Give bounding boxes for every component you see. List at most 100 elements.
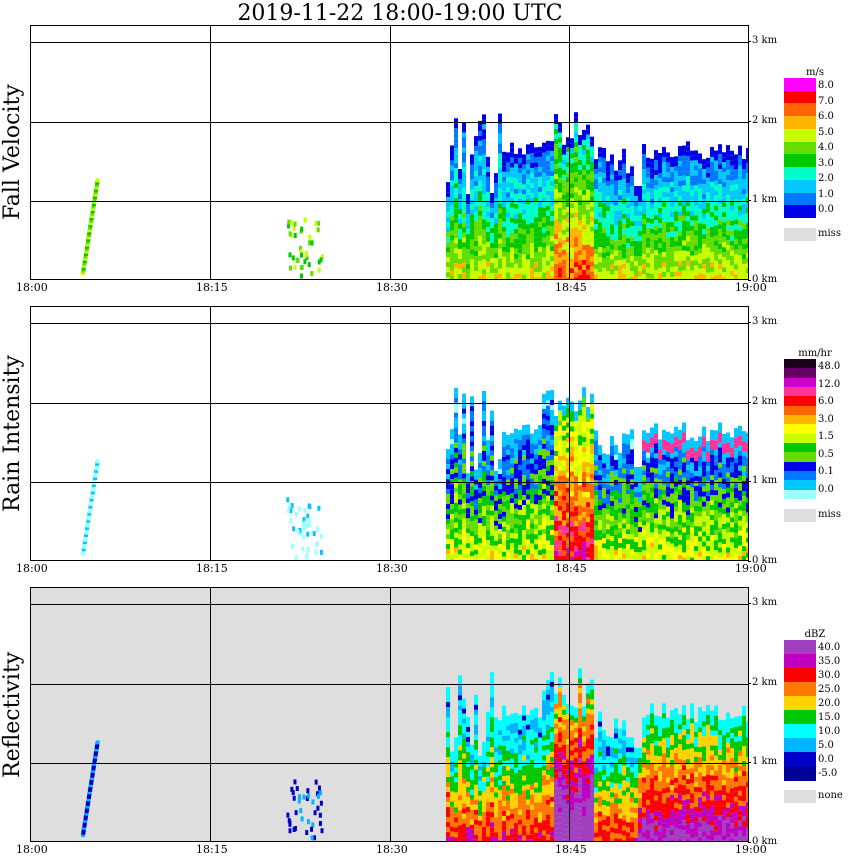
field-cell xyxy=(710,211,714,217)
field-cell xyxy=(578,450,582,456)
echo-early xyxy=(88,225,93,230)
field-cell xyxy=(738,245,742,251)
field-cell xyxy=(490,258,494,264)
field-cell xyxy=(730,462,734,468)
field-cell xyxy=(590,458,594,464)
field-cell xyxy=(526,769,530,775)
field-cell xyxy=(562,530,566,536)
field-cell xyxy=(702,556,706,560)
field-cell xyxy=(502,271,506,277)
field-cell xyxy=(478,815,482,821)
field-cell xyxy=(626,439,630,445)
field-cell xyxy=(634,216,638,221)
field-cell xyxy=(454,782,458,788)
field-cell xyxy=(626,273,630,279)
field-cell xyxy=(482,831,486,837)
field-cell xyxy=(718,144,722,150)
field-cell xyxy=(502,151,506,157)
field-cell xyxy=(566,397,570,403)
field-cell xyxy=(562,249,566,255)
field-cell xyxy=(474,809,478,815)
field-cell xyxy=(454,387,458,393)
field-cell xyxy=(518,539,522,545)
field-cell xyxy=(542,232,546,238)
field-cell xyxy=(482,204,486,210)
field-cell xyxy=(690,210,694,216)
field-cell xyxy=(522,194,526,200)
field-cell xyxy=(594,219,598,225)
field-cell xyxy=(678,216,682,222)
field-cell xyxy=(622,168,626,174)
echo-mid xyxy=(310,240,314,246)
field-cell xyxy=(534,549,538,555)
field-cell xyxy=(702,456,706,462)
echo-mid xyxy=(306,546,310,552)
field-cell xyxy=(698,506,702,512)
field-cell xyxy=(658,177,662,183)
field-cell xyxy=(518,739,522,745)
field-cell xyxy=(626,228,630,234)
echo-early xyxy=(81,547,86,552)
field-cell xyxy=(466,776,470,782)
field-cell xyxy=(494,173,498,179)
field-cell xyxy=(642,249,646,255)
field-cell xyxy=(586,437,590,443)
field-cell xyxy=(690,527,694,533)
field-cell xyxy=(518,804,522,810)
field-cell xyxy=(742,511,746,517)
echo-early xyxy=(81,830,86,835)
field-cell xyxy=(482,435,486,441)
echo-early xyxy=(91,202,96,207)
field-cell xyxy=(482,530,486,536)
field-cell xyxy=(506,810,510,816)
field-cell xyxy=(722,433,726,439)
field-cell xyxy=(682,215,686,221)
field-cell xyxy=(534,212,538,218)
field-cell xyxy=(690,240,694,246)
field-cell xyxy=(470,476,474,482)
field-cell xyxy=(570,451,574,457)
echo-early xyxy=(87,511,92,516)
field-cell xyxy=(574,212,578,218)
field-cell xyxy=(462,423,466,429)
field-cell xyxy=(618,497,622,503)
field-cell xyxy=(554,254,558,260)
field-cell xyxy=(454,258,458,264)
field-cell xyxy=(742,466,746,472)
field-cell xyxy=(522,510,526,516)
echo-mid xyxy=(302,526,306,532)
field-cell xyxy=(498,248,502,254)
field-cell xyxy=(746,163,748,169)
field-cell xyxy=(470,194,474,200)
field-cell xyxy=(578,445,582,451)
field-cell xyxy=(570,526,574,532)
field-cell xyxy=(706,232,710,238)
field-cell xyxy=(734,448,738,454)
field-cell xyxy=(506,715,510,721)
field-cell xyxy=(734,184,738,190)
field-cell xyxy=(458,835,462,841)
field-cell xyxy=(702,239,706,245)
field-cell xyxy=(578,270,582,276)
field-cell xyxy=(682,175,686,181)
gridline-vertical xyxy=(210,307,211,560)
field-cell xyxy=(518,238,522,244)
field-cell xyxy=(602,237,606,243)
field-cell xyxy=(594,495,598,501)
field-cell xyxy=(646,452,650,458)
field-cell xyxy=(586,517,590,523)
field-cell xyxy=(742,431,746,437)
field-cell xyxy=(522,224,526,230)
field-cell xyxy=(526,469,530,475)
echo-mid xyxy=(289,518,293,524)
field-cell xyxy=(702,214,706,220)
field-cell xyxy=(454,812,458,818)
field-cell xyxy=(726,240,730,246)
field-cell xyxy=(550,256,554,262)
field-cell xyxy=(650,547,654,553)
field-cell xyxy=(470,466,474,472)
field-cell xyxy=(474,699,478,705)
field-cell xyxy=(570,421,574,427)
field-cell xyxy=(734,528,738,534)
field-cell xyxy=(542,217,546,223)
